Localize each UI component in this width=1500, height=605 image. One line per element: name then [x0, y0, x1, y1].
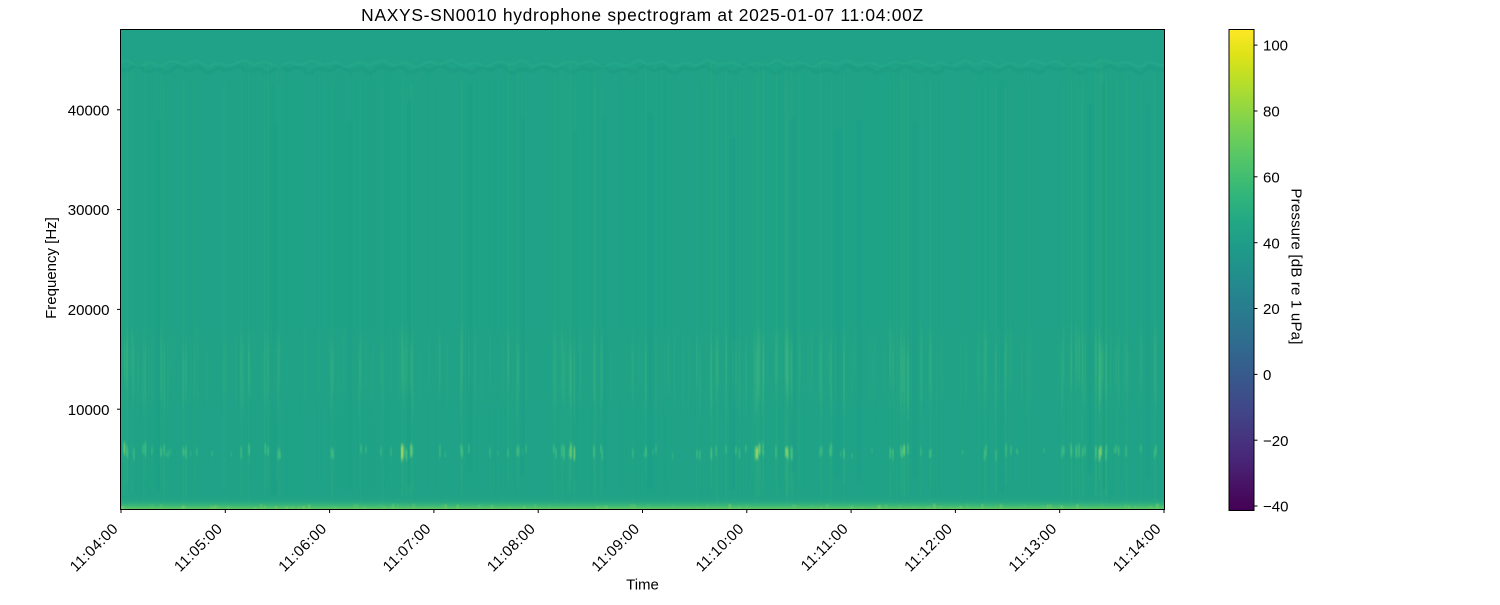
svg-text:40: 40 [1263, 235, 1280, 252]
svg-text:30000: 30000 [68, 202, 110, 219]
svg-text:20000: 20000 [68, 302, 110, 319]
svg-text:NAXYS-SN0010 hydrophone spectr: NAXYS-SN0010 hydrophone spectrogram at 2… [361, 5, 924, 25]
svg-text:0: 0 [1263, 367, 1271, 384]
svg-text:80: 80 [1263, 104, 1280, 121]
svg-text:−40: −40 [1263, 499, 1288, 516]
svg-text:20: 20 [1263, 301, 1280, 318]
svg-text:−20: −20 [1263, 433, 1288, 450]
svg-text:100: 100 [1263, 38, 1288, 55]
svg-text:Pressure [dB re 1 uPa]: Pressure [dB re 1 uPa] [1288, 188, 1305, 344]
svg-text:Frequency [Hz]: Frequency [Hz] [43, 217, 60, 319]
svg-text:60: 60 [1263, 169, 1280, 186]
svg-text:Time: Time [626, 577, 659, 594]
svg-text:10000: 10000 [68, 402, 110, 419]
svg-text:40000: 40000 [68, 102, 110, 119]
